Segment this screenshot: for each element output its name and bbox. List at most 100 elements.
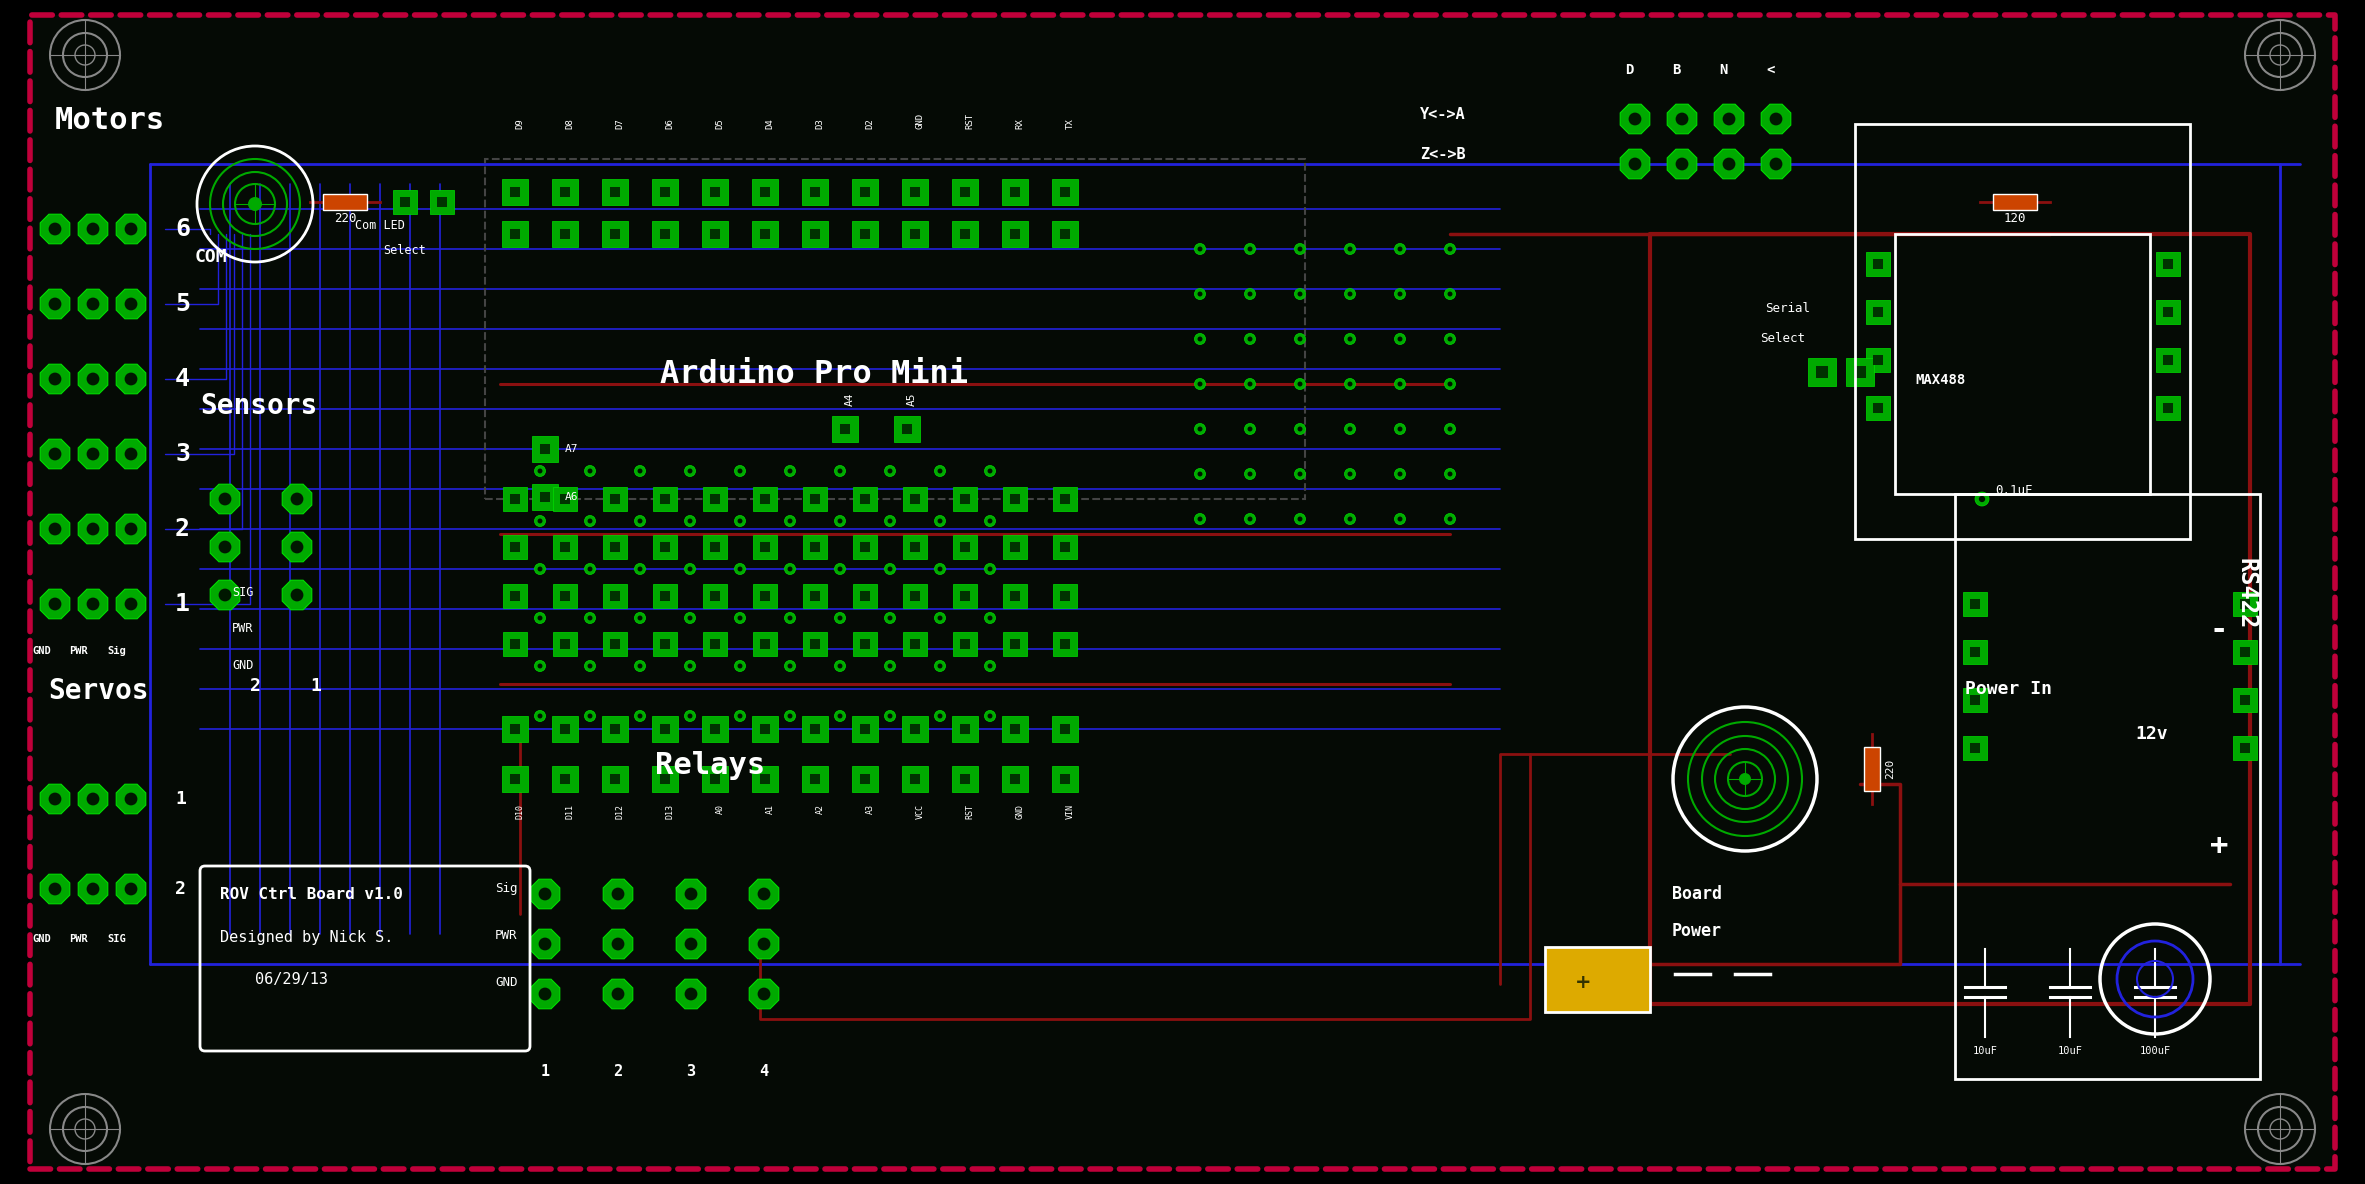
Circle shape [885, 564, 896, 574]
Bar [809, 187, 821, 198]
Bar [953, 179, 979, 205]
Text: Select: Select [1760, 332, 1804, 345]
Circle shape [785, 515, 795, 527]
Circle shape [88, 223, 99, 236]
Circle shape [248, 197, 263, 211]
Circle shape [1298, 336, 1303, 341]
Circle shape [788, 616, 792, 620]
Bar [851, 766, 877, 792]
Text: COM: COM [194, 247, 227, 266]
Bar [804, 584, 828, 609]
Circle shape [738, 616, 743, 620]
Circle shape [934, 661, 946, 671]
Bar [1052, 487, 1076, 511]
Text: 2: 2 [613, 1064, 622, 1080]
Text: B: B [1672, 63, 1682, 77]
Text: GND: GND [1015, 804, 1024, 819]
Circle shape [1674, 157, 1689, 170]
Bar [2233, 592, 2256, 616]
Text: 120: 120 [2003, 212, 2027, 225]
Bar [1994, 194, 2036, 210]
Bar [660, 542, 669, 552]
Bar [660, 591, 669, 600]
Circle shape [937, 519, 944, 523]
Circle shape [738, 519, 743, 523]
Bar [1854, 124, 2190, 539]
Polygon shape [116, 514, 147, 543]
Circle shape [634, 710, 646, 721]
Bar [660, 229, 669, 239]
Bar [953, 584, 977, 609]
Bar [894, 416, 920, 442]
Circle shape [1629, 112, 1641, 126]
Bar [1894, 234, 2150, 494]
Circle shape [1769, 112, 1783, 126]
Polygon shape [40, 514, 71, 543]
Circle shape [534, 661, 546, 671]
Circle shape [688, 566, 693, 572]
Polygon shape [116, 439, 147, 469]
Bar [710, 639, 719, 649]
Circle shape [1445, 244, 1454, 255]
Bar [653, 632, 676, 656]
Bar [561, 542, 570, 552]
Polygon shape [603, 929, 634, 959]
Bar [759, 723, 771, 734]
Bar [2157, 252, 2181, 276]
Circle shape [757, 938, 771, 951]
Circle shape [1197, 516, 1201, 521]
Bar [1052, 716, 1078, 742]
Bar [802, 716, 828, 742]
Circle shape [1348, 471, 1353, 476]
Bar [1060, 542, 1069, 552]
Circle shape [1197, 246, 1201, 251]
Bar [861, 229, 870, 239]
Bar [953, 766, 979, 792]
Bar [1807, 358, 1835, 386]
Bar [561, 187, 570, 198]
Bar [653, 221, 679, 247]
Circle shape [683, 661, 695, 671]
Circle shape [1298, 246, 1303, 251]
Circle shape [1197, 471, 1201, 476]
Polygon shape [40, 289, 71, 318]
Text: Power In: Power In [1965, 680, 2053, 699]
Bar [1060, 639, 1069, 649]
Circle shape [934, 710, 946, 721]
Circle shape [1244, 334, 1256, 345]
Text: D2: D2 [866, 118, 875, 129]
Circle shape [1348, 336, 1353, 341]
Circle shape [1395, 244, 1405, 255]
Circle shape [1343, 424, 1355, 435]
Bar [710, 187, 721, 198]
Bar [802, 221, 828, 247]
Circle shape [1298, 291, 1303, 296]
Bar [953, 632, 977, 656]
Bar [809, 723, 821, 734]
Text: A6: A6 [565, 493, 579, 502]
Circle shape [937, 616, 944, 620]
Polygon shape [78, 289, 109, 318]
Circle shape [1445, 334, 1454, 345]
Bar [960, 542, 970, 552]
Text: A0: A0 [717, 804, 724, 815]
Bar [1003, 584, 1026, 609]
Circle shape [885, 612, 896, 624]
Text: Power: Power [1672, 922, 1722, 940]
Bar [551, 766, 577, 792]
Bar [1854, 366, 1866, 378]
Bar [802, 179, 828, 205]
Text: PWR: PWR [494, 929, 518, 942]
Bar [854, 584, 877, 609]
Circle shape [835, 564, 847, 574]
Bar [752, 584, 778, 609]
Text: 220: 220 [333, 212, 357, 225]
Circle shape [887, 566, 892, 572]
Circle shape [1445, 514, 1454, 525]
Text: Y<->A: Y<->A [1419, 107, 1466, 122]
Polygon shape [116, 590, 147, 619]
Circle shape [1447, 426, 1452, 431]
Polygon shape [750, 929, 778, 959]
Circle shape [989, 469, 993, 474]
Circle shape [634, 515, 646, 527]
